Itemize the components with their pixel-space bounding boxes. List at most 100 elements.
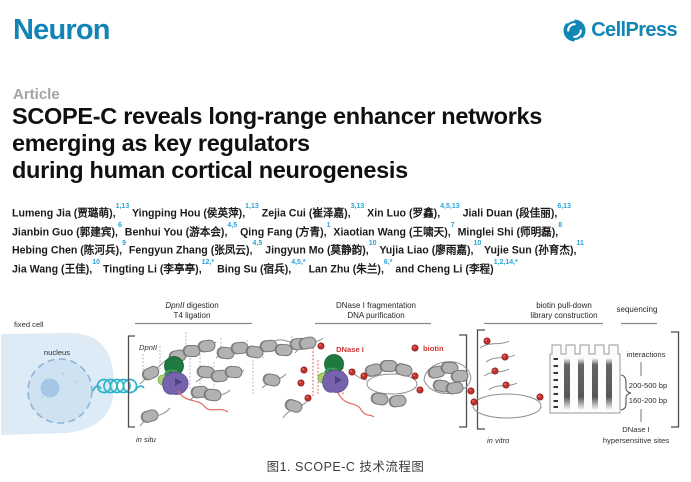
gel-lanes [564, 358, 612, 410]
chromatin-coil [92, 378, 145, 394]
dna-loop [366, 373, 418, 395]
stage2-line2-label: DNA purification [347, 311, 404, 320]
gel-lane [606, 358, 612, 410]
author-superscript: 1 [326, 221, 331, 229]
author-superscript: 4,5 [227, 221, 238, 229]
biotin-dot-icon [502, 381, 510, 389]
svg-text:DpnII digestion: DpnII digestion [165, 301, 218, 310]
dpnii-label: DpnII [139, 343, 158, 352]
dna-loop [472, 393, 542, 419]
dhs-label-line2: hypersensitive sites [603, 436, 669, 445]
author-superscript: 4,5,* [291, 259, 306, 267]
biotin-dot-icon [467, 387, 475, 395]
article-title: SCOPE-C reveals long-range enhancer netw… [12, 103, 542, 184]
band-brace [620, 374, 632, 411]
rna-strand [177, 390, 229, 413]
stage1-rest-label: digestion [184, 301, 218, 310]
author-superscript: 4,5 [252, 240, 263, 248]
insitu-open-bracket [127, 335, 135, 428]
stage-header-fragmentation: DNase I fragmentation DNA purification [315, 301, 431, 325]
nucleus-label: nucleus [44, 348, 70, 357]
protein-complex [157, 356, 189, 395]
biotin-dot-icon [304, 394, 312, 402]
author-name: Jia Wang (王佳), [12, 263, 93, 276]
author-superscript: 1,13 [245, 203, 259, 210]
author-superscript: 3,13 [350, 203, 365, 210]
author-superscript: 6,* [383, 259, 393, 267]
author-superscript: 1,13 [115, 203, 130, 210]
author-name: Lumeng Jia (贾璐萌), [12, 207, 116, 220]
band-lower-label: 160-200 bp [629, 396, 667, 405]
stage3-line1-label: biotin pull-down [536, 301, 592, 310]
author-superscript: 12,* [201, 259, 215, 267]
author-name: Tingting Li (李亭亭), [100, 263, 202, 276]
author-line: Jianbin Guo (郭建宾),6 Benhui You (游本会),4,5… [12, 222, 687, 241]
author-name: Yujie Sun (孙育杰), [481, 245, 577, 257]
biotin-dot-icon [501, 353, 509, 361]
author-name: Minglei Shi (师明磊), [454, 226, 559, 239]
stage-header-pulldown: biotin pull-down library construction [484, 301, 603, 325]
biotin-label: biotin [423, 344, 444, 353]
author-name: Lan Zhu (朱兰), [305, 263, 384, 276]
invitro-open-bracket [476, 329, 485, 430]
nucleosome-icon [202, 388, 223, 402]
biotin-dot-icon [470, 398, 478, 406]
author-superscript: 6,13 [557, 203, 571, 210]
author-name: Zejia Cui (崔泽嘉), [258, 207, 351, 220]
nucleosome-icon [393, 361, 414, 378]
biotin-dot-icon [536, 393, 544, 401]
interactions-label: interactions [627, 350, 666, 359]
biotin-dot-icon [411, 372, 419, 380]
author-superscript: 10 [368, 240, 377, 248]
title-line-1: SCOPE-C reveals long-range enhancer netw… [12, 103, 543, 129]
biotin-dot-icon [483, 337, 491, 345]
author-name: and Cheng Li (李程) [392, 263, 494, 276]
author-superscript: 4,5,13 [440, 203, 460, 210]
title-line-3: during human cortical neurogenesis [12, 157, 408, 183]
nucleosome-icon [224, 365, 243, 379]
stage1-enzyme-label: DpnII [165, 301, 185, 310]
cell-illustration: fixed cell nucleus [1, 320, 145, 435]
biotin-dot-icon [348, 368, 356, 376]
dhs-label-line1: DNase I [622, 425, 649, 434]
cellpress-label: CellPress [591, 19, 677, 41]
nucleosome-icon [283, 397, 304, 415]
biotin-dot-icon [360, 372, 368, 380]
stage-header-sequencing: sequencing [617, 305, 658, 325]
panel-invitro: interactions 200-500 bp 160-200 bp DNase… [470, 329, 680, 445]
author-line: Jia Wang (王佳),10 Tingting Li (李亭亭),12,* … [12, 259, 687, 278]
gel-ladder [553, 358, 558, 408]
pulled-down-fragments [470, 337, 544, 419]
title-line-2: emerging as key regulators [12, 130, 310, 156]
author-name: Xiaotian Wang (王啸天), [330, 226, 451, 239]
gel-image [549, 344, 632, 414]
stage4-label: sequencing [617, 305, 658, 314]
dnase-label: DNase I [336, 345, 364, 354]
nucleosome-icon [182, 345, 201, 357]
panel-insitu: DpnII in situ [127, 332, 313, 444]
biotin-dot-icon [491, 367, 499, 375]
in-situ-label: in situ [136, 435, 157, 444]
author-superscript: 1,2,14,* [493, 259, 518, 267]
invitro-close-bracket [671, 331, 680, 428]
nucleus [27, 358, 93, 424]
figure-workflow: DpnII digestion T4 ligation DNase I frag… [1, 301, 680, 445]
nucleosome-icon [387, 393, 408, 409]
biotin-dot-icon [297, 379, 305, 387]
author-name: Benhui You (游本会), [121, 226, 228, 239]
author-superscript: 8 [558, 221, 563, 229]
author-line: Lumeng Jia (贾璐萌),1,13 Yingping Hou (侯英萍)… [12, 203, 687, 222]
author-superscript: 6 [117, 221, 122, 229]
journal-logo: Neuron [13, 14, 111, 46]
author-name: Yujia Liao (廖雨嘉), [376, 245, 474, 257]
biotin-dot-icon [317, 342, 325, 350]
author-name: Fengyun Zhang (张凤云), [125, 245, 253, 257]
author-name: Hebing Chen (陈河兵), [12, 245, 123, 257]
biotin-dot-icon [300, 366, 308, 374]
author-name: Jingyun Mo (莫静韵), [262, 245, 369, 257]
output-labels: interactions 200-500 bp 160-200 bp DNase… [603, 350, 669, 445]
stage1-line2-label: T4 ligation [174, 311, 211, 320]
nucleosome-icon [274, 343, 293, 357]
author-name: Jiali Duan (段佳丽), [459, 207, 558, 220]
band-upper-label: 200-500 bp [629, 381, 667, 390]
